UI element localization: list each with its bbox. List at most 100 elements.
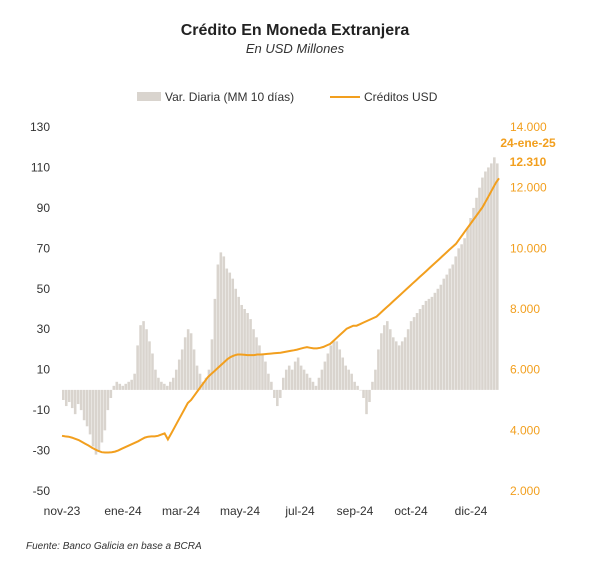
chart-title: Crédito En Moneda Extranjera xyxy=(181,22,410,39)
bar xyxy=(377,349,380,390)
source-note: Fuente: Banco Galicia en base a BCRA xyxy=(26,541,202,552)
bar xyxy=(151,353,154,390)
bar xyxy=(335,341,339,390)
bar xyxy=(386,321,389,390)
bar xyxy=(338,349,342,390)
y-right-tick-label: 10.000 xyxy=(510,241,547,255)
bar xyxy=(463,238,466,390)
bar xyxy=(350,373,353,390)
bar xyxy=(409,321,413,390)
y-left-tick-label: 70 xyxy=(37,241,51,255)
bar xyxy=(454,256,457,390)
bar xyxy=(121,385,125,390)
bar xyxy=(359,389,362,391)
bar xyxy=(88,389,92,435)
bar xyxy=(112,385,116,390)
y-right-tick-label: 14.000 xyxy=(510,120,547,134)
bar xyxy=(228,272,232,390)
x-axis: nov-23 ene-24 mar-24 may-24 jul-24 sep-24 oct-… xyxy=(44,504,488,518)
x-tick-label: dic-24 xyxy=(455,504,488,518)
bar xyxy=(73,389,77,415)
bar xyxy=(67,389,71,403)
bar xyxy=(118,383,122,390)
bar xyxy=(243,309,246,390)
bar xyxy=(240,304,243,390)
bar xyxy=(255,337,258,390)
bar xyxy=(261,353,264,390)
bar xyxy=(237,296,240,390)
bar xyxy=(332,341,336,390)
bar xyxy=(487,167,490,390)
bar xyxy=(305,373,309,390)
bar xyxy=(97,389,101,451)
bar xyxy=(115,381,119,390)
bar xyxy=(85,389,89,427)
x-tick-label: ene-24 xyxy=(104,504,142,518)
bar-series xyxy=(62,157,499,455)
bar xyxy=(287,365,291,390)
bar xyxy=(225,268,229,390)
bar xyxy=(445,274,449,390)
y-left-tick-label: 30 xyxy=(37,322,51,336)
bar xyxy=(183,337,187,390)
bar xyxy=(478,187,481,390)
bar xyxy=(490,163,493,390)
bar xyxy=(380,333,383,390)
y-left-tick-label: -10 xyxy=(33,403,51,417)
bar xyxy=(136,345,139,390)
bar xyxy=(148,341,151,390)
bar xyxy=(472,207,475,390)
bar xyxy=(91,389,95,447)
annotation-date: 24-ene-25 xyxy=(500,136,556,150)
y-left-tick-label: 110 xyxy=(31,160,50,174)
bar xyxy=(314,385,318,390)
bar xyxy=(100,389,104,443)
y-right-tick-label: 12.000 xyxy=(510,181,547,195)
bar xyxy=(344,365,347,390)
y-left-tick-label: 90 xyxy=(37,201,51,215)
bar xyxy=(264,361,267,390)
bar xyxy=(421,304,425,390)
bar xyxy=(403,337,407,390)
bar xyxy=(213,298,217,390)
bar xyxy=(166,385,169,390)
bar xyxy=(142,321,145,390)
bar xyxy=(389,329,392,390)
bar xyxy=(270,381,273,390)
bar xyxy=(466,228,469,390)
legend: Var. Diaria (MM 10 días) Créditos USD xyxy=(137,90,438,104)
bar xyxy=(130,379,133,390)
bar xyxy=(448,268,452,390)
bar xyxy=(439,284,443,390)
bar xyxy=(281,377,285,390)
bar xyxy=(362,389,365,398)
bar xyxy=(311,381,315,390)
bar xyxy=(189,333,193,390)
annotation-value: 12.310 xyxy=(510,155,547,169)
bar xyxy=(64,389,68,407)
bar xyxy=(418,309,422,390)
y-left-tick-label: 130 xyxy=(30,120,50,134)
bar xyxy=(177,359,181,390)
bar xyxy=(326,353,330,390)
bar xyxy=(397,345,401,390)
bar xyxy=(258,345,261,390)
bar xyxy=(484,171,487,390)
x-tick-label: nov-23 xyxy=(44,504,81,518)
bar xyxy=(160,381,163,390)
bar xyxy=(356,385,359,390)
bar xyxy=(180,349,184,390)
bar xyxy=(273,389,276,398)
bar xyxy=(139,325,142,390)
bar xyxy=(103,389,107,431)
x-tick-label: sep-24 xyxy=(337,504,374,518)
left-axis: 130 110 90 70 50 30 10 -10 -30 -50 xyxy=(30,120,50,498)
bar xyxy=(279,389,282,398)
bar xyxy=(94,389,98,455)
bar xyxy=(320,369,324,390)
bar xyxy=(475,197,478,390)
legend-bar-label: Var. Diaria (MM 10 días) xyxy=(165,90,294,104)
chart-subtitle: En USD Millones xyxy=(246,41,345,56)
bar xyxy=(70,389,74,409)
bar xyxy=(391,337,395,390)
